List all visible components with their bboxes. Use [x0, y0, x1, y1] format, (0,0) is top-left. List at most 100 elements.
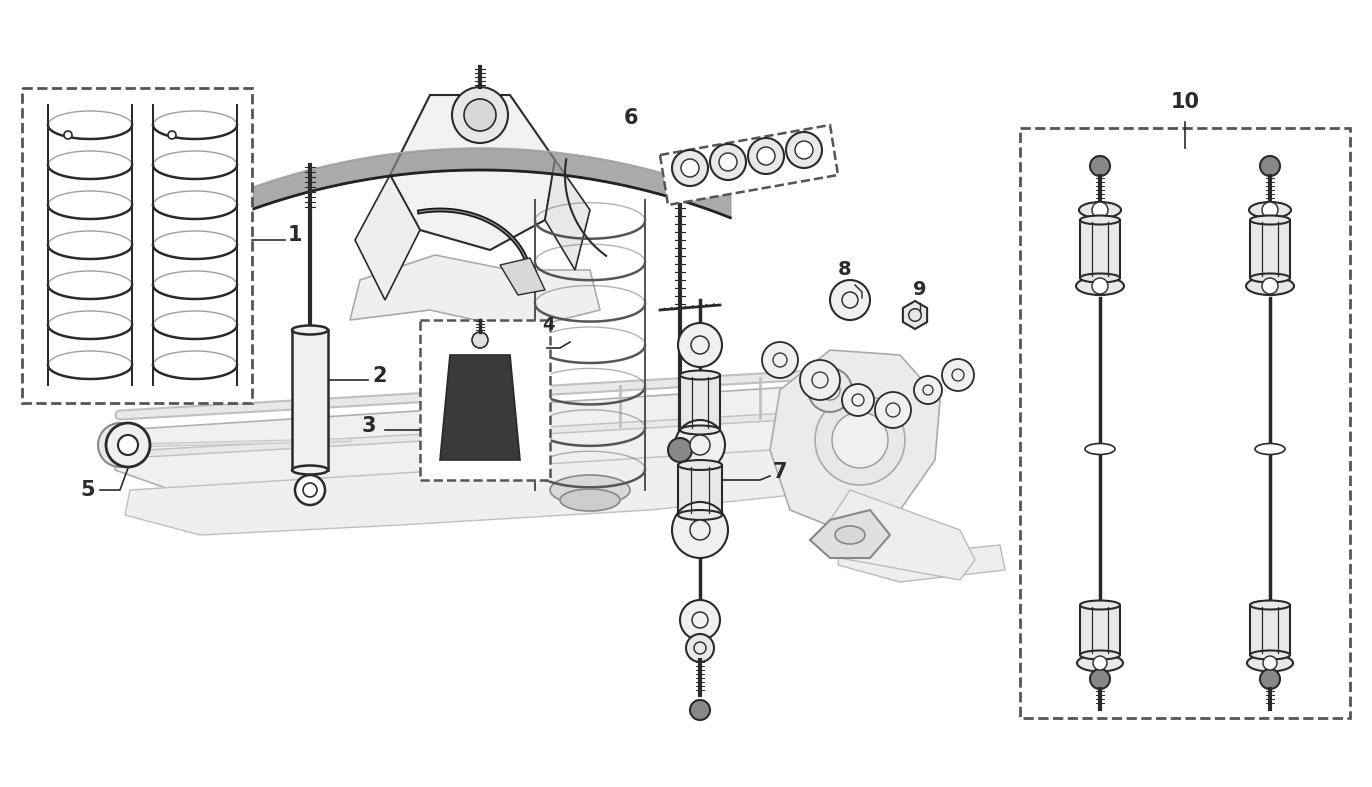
Bar: [678, 465, 722, 515]
Ellipse shape: [1250, 216, 1290, 224]
Bar: [420, 320, 550, 480]
Circle shape: [908, 309, 922, 321]
Ellipse shape: [1080, 274, 1120, 283]
Polygon shape: [545, 160, 590, 270]
Circle shape: [914, 376, 943, 404]
Circle shape: [786, 132, 822, 168]
Circle shape: [295, 475, 325, 505]
Ellipse shape: [836, 526, 864, 544]
Bar: [22, 88, 252, 403]
Ellipse shape: [1246, 277, 1294, 295]
Text: 8: 8: [838, 260, 852, 279]
Ellipse shape: [1250, 600, 1290, 609]
Circle shape: [820, 380, 840, 400]
Polygon shape: [825, 490, 975, 580]
Circle shape: [106, 423, 150, 467]
Polygon shape: [390, 95, 556, 250]
Text: 1: 1: [288, 225, 302, 245]
Circle shape: [690, 435, 709, 455]
Circle shape: [1264, 656, 1277, 670]
Circle shape: [761, 342, 799, 378]
Circle shape: [943, 359, 974, 391]
Circle shape: [719, 153, 737, 171]
Circle shape: [852, 394, 864, 406]
Circle shape: [709, 144, 746, 180]
Polygon shape: [660, 125, 838, 205]
Circle shape: [691, 336, 709, 354]
Circle shape: [678, 323, 722, 367]
Ellipse shape: [1247, 655, 1292, 671]
Circle shape: [757, 147, 775, 165]
Ellipse shape: [681, 371, 720, 379]
Polygon shape: [115, 380, 910, 500]
Circle shape: [118, 435, 139, 455]
Ellipse shape: [1078, 202, 1121, 218]
Ellipse shape: [678, 460, 722, 470]
Circle shape: [303, 483, 317, 497]
Circle shape: [167, 131, 176, 139]
Circle shape: [1262, 202, 1277, 218]
Ellipse shape: [678, 510, 722, 520]
Circle shape: [672, 502, 729, 558]
Circle shape: [772, 353, 788, 367]
Polygon shape: [350, 255, 600, 330]
Circle shape: [464, 99, 497, 131]
Ellipse shape: [1077, 655, 1124, 671]
Ellipse shape: [1080, 651, 1120, 660]
Ellipse shape: [1250, 274, 1290, 283]
Bar: [681, 375, 720, 430]
Text: 2: 2: [372, 366, 387, 386]
Polygon shape: [499, 258, 545, 295]
Circle shape: [842, 384, 874, 416]
Bar: [1080, 220, 1120, 278]
Text: 4: 4: [542, 316, 554, 334]
Text: 9: 9: [914, 280, 926, 299]
Polygon shape: [770, 350, 940, 530]
Circle shape: [748, 138, 783, 174]
Circle shape: [952, 369, 965, 381]
Circle shape: [1093, 656, 1107, 670]
Circle shape: [831, 412, 888, 468]
Ellipse shape: [1080, 600, 1120, 609]
Bar: [1019, 128, 1350, 718]
Text: 10: 10: [1170, 92, 1199, 112]
Ellipse shape: [1080, 216, 1120, 224]
Circle shape: [808, 368, 852, 412]
Polygon shape: [809, 510, 890, 558]
Circle shape: [815, 395, 906, 485]
Circle shape: [690, 520, 709, 540]
Circle shape: [64, 131, 71, 139]
Text: 6: 6: [624, 108, 638, 128]
Circle shape: [1089, 156, 1110, 176]
Ellipse shape: [292, 465, 328, 475]
Bar: [1250, 220, 1290, 278]
Circle shape: [1262, 278, 1277, 294]
Circle shape: [472, 332, 488, 348]
Ellipse shape: [550, 475, 630, 505]
Circle shape: [690, 700, 709, 720]
Text: 3: 3: [362, 416, 376, 436]
Bar: [292, 330, 328, 470]
Circle shape: [1089, 669, 1110, 689]
Circle shape: [97, 423, 141, 467]
Circle shape: [830, 280, 870, 320]
Ellipse shape: [681, 426, 720, 434]
Polygon shape: [903, 301, 927, 329]
Text: 5: 5: [80, 480, 95, 500]
Circle shape: [668, 438, 691, 462]
Ellipse shape: [1076, 277, 1124, 295]
Ellipse shape: [1250, 651, 1290, 660]
Circle shape: [842, 292, 858, 308]
Text: 7: 7: [772, 462, 788, 482]
Bar: [1080, 605, 1120, 655]
Circle shape: [794, 141, 814, 159]
Circle shape: [1259, 669, 1280, 689]
Ellipse shape: [292, 326, 328, 334]
Polygon shape: [125, 445, 860, 535]
Circle shape: [1092, 278, 1109, 294]
Circle shape: [886, 403, 900, 417]
Polygon shape: [440, 355, 520, 460]
Circle shape: [1259, 156, 1280, 176]
Circle shape: [800, 360, 840, 400]
Circle shape: [694, 642, 707, 654]
